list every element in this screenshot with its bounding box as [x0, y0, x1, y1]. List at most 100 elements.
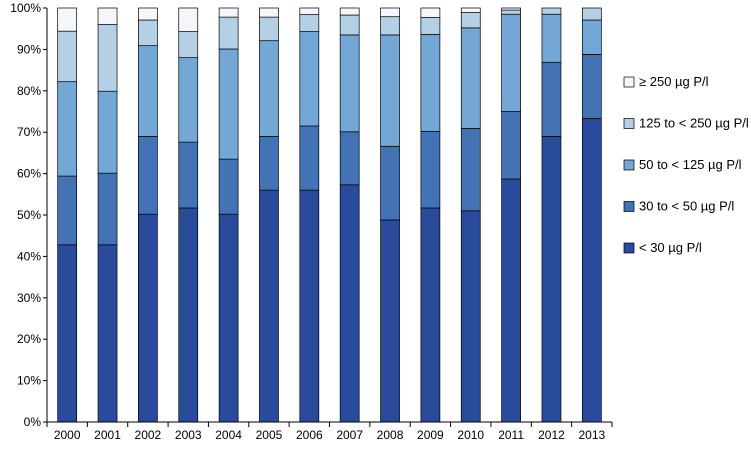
bar-segment [97, 7, 118, 25]
bar-segment [501, 13, 521, 112]
legend-swatch [623, 76, 635, 88]
bar-segment [501, 7, 521, 11]
bar-segment [339, 184, 360, 423]
legend-label: 30 to < 50 µg P/l [639, 199, 734, 214]
y-tick-label: 70% [17, 125, 41, 139]
bar-segment [501, 111, 521, 180]
bar-segment [460, 128, 481, 212]
y-tick-label: 20% [17, 332, 41, 346]
bar-segment [380, 7, 400, 18]
y-tick-label: 100% [10, 1, 41, 15]
bar-segment [57, 30, 78, 83]
x-tick-label: 2007 [336, 428, 363, 442]
bar-segment [218, 16, 239, 50]
legend-swatch [623, 159, 635, 171]
bar-segment [339, 14, 360, 36]
bar-segment [299, 125, 320, 191]
bar-segment [138, 213, 158, 423]
x-tick-label: 2010 [457, 428, 484, 442]
bar-segment [501, 9, 521, 15]
y-tick-label: 0% [24, 415, 42, 429]
bar-segment [178, 141, 199, 209]
bar-segment [259, 135, 279, 191]
bar-segment [259, 189, 279, 423]
bar-segment [581, 54, 602, 119]
bar-segment [541, 7, 562, 15]
bar-segment [299, 14, 320, 32]
bar-segment [460, 210, 481, 423]
bar-segment [178, 57, 199, 143]
x-tick-label: 2003 [175, 428, 202, 442]
y-tick-label: 90% [17, 42, 41, 56]
bar-segment [259, 7, 279, 18]
bar-segment [420, 7, 441, 18]
bar-segment [97, 244, 118, 423]
bar-segment [138, 7, 158, 21]
bar-segment [541, 135, 562, 423]
bar-segment [138, 135, 158, 215]
bar-segment [299, 189, 320, 423]
y-tick-label: 60% [17, 167, 41, 181]
bar-segment [420, 207, 441, 423]
bar-segment [460, 7, 481, 13]
bar-segment [460, 12, 481, 29]
legend-swatch [623, 242, 635, 254]
bar-segment [339, 34, 360, 133]
x-tick-label: 2011 [498, 428, 524, 442]
bar-segment [380, 145, 400, 221]
x-tick-label: 2006 [296, 428, 323, 442]
y-tick-label: 30% [17, 291, 41, 305]
y-tick-label: 40% [17, 249, 41, 263]
bar-segment [218, 213, 239, 423]
legend-swatch [623, 201, 635, 212]
x-axis: 2000 2001 2002 2003 2004 2005 2006 2007 2008 2009… [46, 421, 613, 442]
bar-segment [218, 48, 239, 160]
bar-segment [57, 81, 78, 177]
legend-label: 125 to < 250 µg P/l [639, 116, 749, 131]
bar-segment [380, 219, 400, 423]
bar-segment [97, 172, 118, 246]
bar-segment [299, 7, 320, 15]
bars [57, 7, 602, 423]
bar-segment [541, 61, 562, 137]
bar-segment [218, 7, 239, 18]
x-tick-label: 2001 [94, 428, 121, 442]
x-tick-label: 2000 [54, 428, 81, 442]
x-tick-label: 2004 [215, 428, 242, 442]
bar-segment [581, 118, 602, 423]
x-tick-label: 2012 [538, 428, 565, 442]
bar-segment [420, 17, 441, 35]
bar-segment [57, 244, 78, 423]
y-tick-label: 50% [17, 208, 41, 222]
bar-segment [501, 178, 521, 423]
x-tick-label: 2013 [578, 428, 605, 442]
legend-label: 50 to < 125 µg P/l [639, 157, 742, 172]
bar-segment [178, 7, 199, 32]
bar-segment [97, 24, 118, 92]
bar-segment [97, 90, 118, 174]
bar-segment [299, 31, 320, 127]
bar-segment [138, 19, 158, 47]
bar-segment [581, 7, 602, 21]
y-axis: 0% 10% 20% 30% 40% 50% 60% 70% 80% 90% 100% [10, 1, 48, 429]
x-tick-label: 2008 [377, 428, 404, 442]
bar-segment [339, 131, 360, 186]
legend-label: ≥ 250 µg P/l [639, 74, 709, 89]
bar-segment [259, 40, 279, 137]
bar-segment [259, 16, 279, 42]
bar-segment [420, 131, 441, 209]
x-tick-label: 2009 [417, 428, 444, 442]
legend-label: < 30 µg P/l [639, 240, 702, 255]
bar-segment [138, 45, 158, 137]
legend: ≥ 250 µg P/l 125 to < 250 µg P/l 50 to < 1… [623, 74, 749, 255]
bar-segment [420, 34, 441, 132]
legend-swatch [623, 118, 635, 129]
bar-segment [541, 13, 562, 63]
bar-segment [339, 7, 360, 16]
bar-segment [57, 175, 78, 246]
x-tick-label: 2005 [256, 428, 283, 442]
bar-segment [218, 158, 239, 215]
bar-segment [581, 19, 602, 55]
bar-segment [380, 34, 400, 147]
